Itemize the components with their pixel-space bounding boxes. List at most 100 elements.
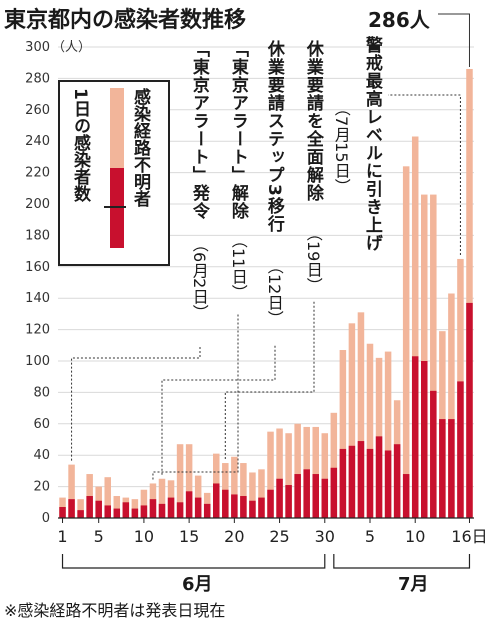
bar-total [366,343,374,518]
bar-total [421,194,428,518]
bar-unknown [303,469,310,518]
bar-unknown [267,489,274,518]
bar-unknown [457,381,464,518]
bar-total [285,433,292,518]
bar-total [411,136,419,519]
bar-total [339,350,347,518]
annotation-highest-alert: 警戒最高レベルに引き上げ [361,36,382,252]
y-tick-label: 240 [25,134,50,149]
x-tick-label: 10 [134,527,154,546]
bar-unknown [258,497,265,518]
y-axis-unit: （人） [52,40,91,55]
y-tick-label: 20 [33,480,50,495]
bar-total [258,469,265,518]
month-label-july: 7月 [398,574,429,595]
y-tick-label: 140 [25,291,50,306]
legend-unknown-swatch [110,168,124,248]
y-tick-label: 180 [25,228,50,243]
annotation-step3: 休業要請ステップ3移行 [263,40,284,233]
bar-unknown [222,489,229,518]
bar-total [249,472,256,518]
bar-unknown [393,444,401,518]
bar-total [330,412,338,518]
bar-unknown [357,441,365,518]
y-tick-label: 160 [25,260,50,275]
y-tick-label: 280 [25,71,50,86]
x-tick-label: 20 [224,527,244,546]
bar-unknown [366,448,374,518]
bar-unknown [466,302,473,518]
legend: 感染経路不明者 1日の感染者数 [58,80,170,266]
bar-unknown [95,500,102,518]
bar-unknown [59,507,66,518]
bar-total [430,194,437,518]
bar-unknown [158,503,166,518]
title-bar: 東京都内の感染者数推移 [0,0,372,33]
bar-total [276,428,283,518]
annotation-alert-lifted-date: （11日） [228,232,248,301]
annotation-highest-alert-date: （7月15日） [331,100,351,195]
bar-unknown [176,502,184,518]
bar-unknown [330,467,338,518]
y-tick-label: 260 [25,103,50,118]
bar-unknown [240,496,247,518]
bar-unknown [294,474,301,518]
footnote: ※感染経路不明者は発表日現在 [4,601,226,620]
bar-total [104,477,111,518]
bar-total [158,478,166,518]
annotation-alert-issued: 「東京アラート」発令 [188,40,209,220]
bar-unknown [285,485,292,518]
bar-total [194,475,202,518]
legend-unknown-label: 感染経路不明者 [130,88,150,207]
x-tick-label: 5 [365,527,375,546]
bar-unknown [194,497,202,518]
bar-unknown [421,361,428,518]
bar-unknown [86,496,93,518]
month-bracket-july [333,554,471,569]
peak-label: 286人 [368,8,430,32]
bar-unknown [375,436,383,518]
bar-unknown [312,474,319,518]
bar-unknown [249,500,256,518]
y-tick-label: 300 [25,40,50,55]
x-tick-label: 16日 [451,527,487,546]
x-tick-label: 1 [57,527,67,546]
bar-unknown [276,478,283,518]
bar-total [68,464,75,518]
leader-highest-alert [388,94,461,255]
leader-peak [438,13,470,67]
bar-unknown [231,494,238,518]
bar-total [402,166,410,518]
bar-total [312,426,319,518]
annotation-full-lift: 休業要請を全面解除 [302,40,323,202]
bar-unknown [113,508,121,518]
bar-total [321,433,329,518]
bar-unknown [167,497,175,518]
x-tick-label: 10 [405,527,425,546]
bar-unknown [321,478,329,518]
bar-unknown [140,505,148,518]
bar-unknown [384,450,392,518]
y-tick-label: 80 [33,385,50,400]
bar-total [267,431,274,518]
bar-unknown [131,508,139,518]
annotation-alert-lifted: 「東京アラート」解除 [227,40,248,220]
bar-unknown [348,445,356,518]
annotation-step3-date: （12日） [264,258,284,327]
leader-step3 [161,345,276,475]
bar-unknown [411,356,419,518]
bar-unknown [203,503,211,518]
legend-total-swatch [110,88,124,168]
x-tick-label: 15 [179,527,199,546]
legend-total-label: 1日の感染者数 [70,88,90,202]
bar-unknown [439,419,446,518]
bar-total [357,312,365,518]
y-tick-label: 0 [42,511,50,526]
bar-unknown [185,491,193,518]
y-tick-label: 100 [25,354,50,369]
bar-total [77,499,84,518]
bar-unknown [402,474,410,518]
x-tick-label: 25 [269,527,289,546]
month-label-june: 6月 [182,574,213,595]
